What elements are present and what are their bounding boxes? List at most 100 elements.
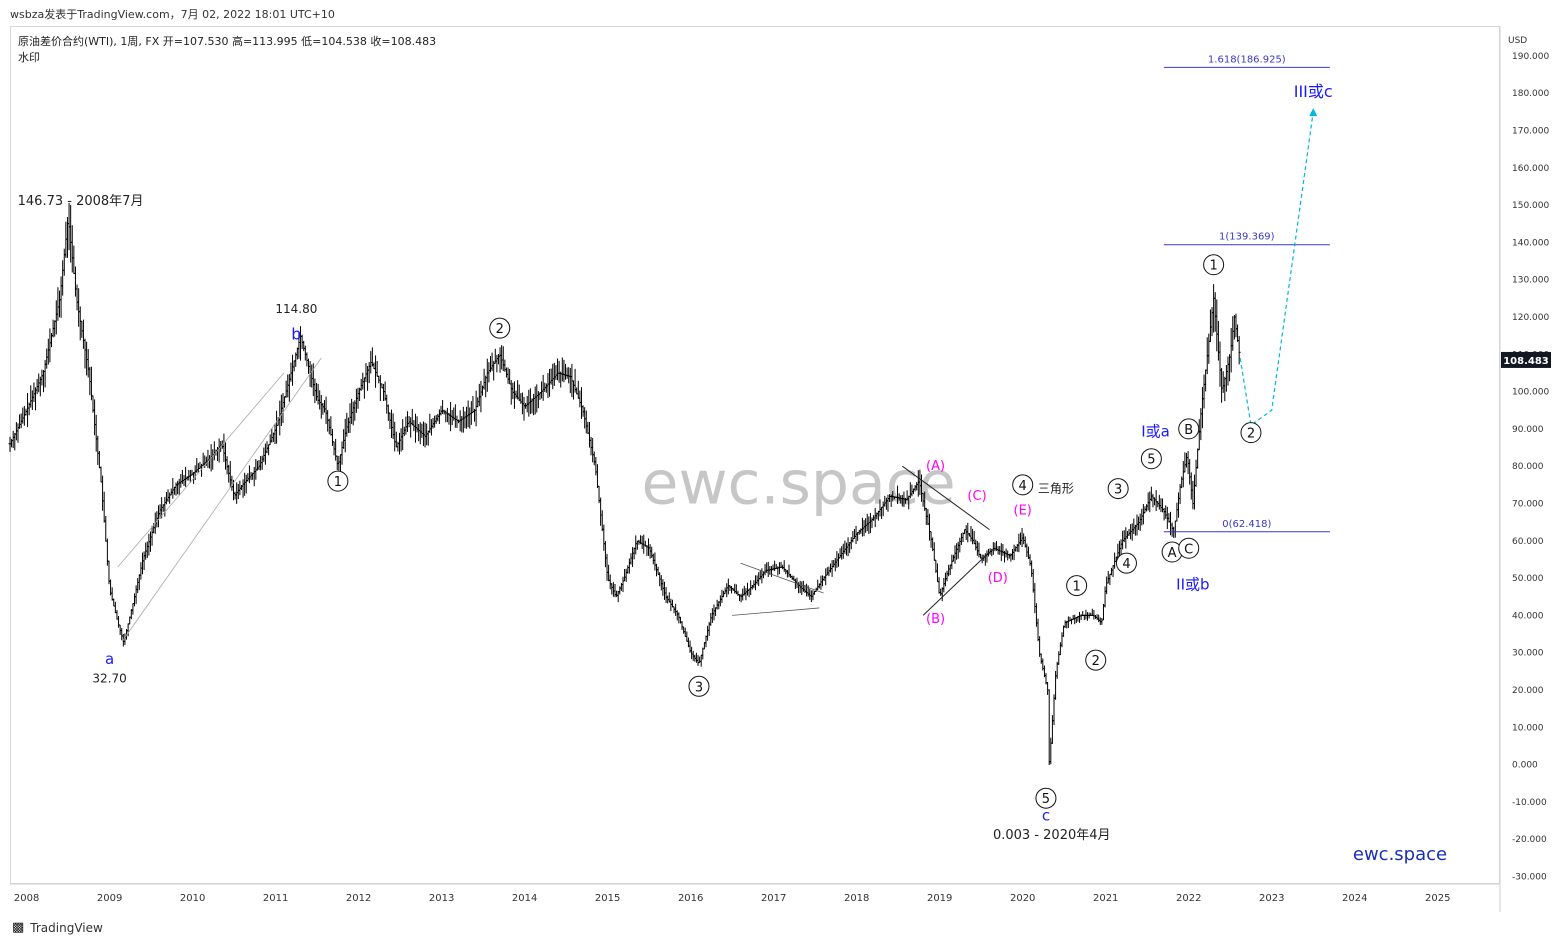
y-tick-label: 0.000 xyxy=(1512,761,1538,771)
wave-label-number: B xyxy=(1184,423,1193,438)
y-tick-label: -30.000 xyxy=(1512,873,1547,883)
wave-label-number: 1 xyxy=(1209,259,1217,274)
footer: ▩ TradingView xyxy=(12,920,103,935)
x-tick-label: 2016 xyxy=(678,893,703,904)
projection-arrowhead-icon xyxy=(1309,108,1318,117)
tradingview-logo-icon: ▩ xyxy=(12,920,25,935)
x-tick-label: 2008 xyxy=(14,893,39,904)
wave-label-circle xyxy=(1115,552,1137,574)
wave-label-number: 5 xyxy=(1042,792,1050,807)
channel-lower-line xyxy=(121,357,322,642)
projection-path xyxy=(1239,111,1314,427)
last-price-badge xyxy=(1501,351,1551,368)
wave-label-number: 4 xyxy=(1019,479,1027,494)
wave-label-circle xyxy=(1240,422,1262,444)
wave-label-circle xyxy=(1066,575,1088,597)
wave-label-circle xyxy=(327,470,349,492)
wave-label-number: A xyxy=(1168,546,1177,561)
wave-label-number: C xyxy=(1184,542,1193,557)
abcde-lower-line xyxy=(922,551,990,616)
y-tick-label: 190.000 xyxy=(1512,52,1549,62)
x-tick-label: 2017 xyxy=(761,893,786,904)
x-tick-label: 2019 xyxy=(927,893,952,904)
fib-level-label: 1.618(186.925) xyxy=(1208,54,1286,65)
wave-label-circle xyxy=(1085,649,1107,671)
wave-label-number: 1 xyxy=(334,475,342,490)
triangle-wave-label: (D) xyxy=(988,571,1008,586)
y-tick-label: 60.000 xyxy=(1512,537,1544,547)
publish-info: wsbza发表于TradingView.com，7月 02, 2022 18:0… xyxy=(10,8,335,21)
iii-or-c-label: III或c xyxy=(1294,82,1333,101)
price-axis-unit: USD xyxy=(1508,36,1527,46)
wave-label-circle xyxy=(1178,537,1200,559)
wave-label-circle xyxy=(1107,478,1129,500)
wave-label-number: 3 xyxy=(1114,483,1122,498)
x-tick-label: 2022 xyxy=(1176,893,1201,904)
triangle-lower-line xyxy=(732,607,820,616)
y-tick-label: 50.000 xyxy=(1512,574,1544,584)
ii-or-b-label: II或b xyxy=(1176,575,1209,593)
wave-label-number: 1 xyxy=(1073,580,1081,595)
wave-label-number: 5 xyxy=(1147,453,1155,468)
channel-upper-line xyxy=(117,372,285,568)
symbol-line: 原油差价合约(WTI), 1周, FX 开=107.530 高=113.995 … xyxy=(18,35,437,48)
y-tick-label: 180.000 xyxy=(1512,89,1549,99)
x-tick-label: 2015 xyxy=(595,893,620,904)
y-tick-label: 10.000 xyxy=(1512,723,1544,733)
wave-label-circle xyxy=(1140,448,1162,470)
wave-label-number: 3 xyxy=(695,680,703,695)
triangle-upper-line xyxy=(740,562,824,594)
x-tick-label: 2013 xyxy=(429,893,454,904)
y-tick-label: 150.000 xyxy=(1512,201,1549,211)
watermark-label: 水印 xyxy=(18,51,40,64)
triangle-wave-label: (C) xyxy=(967,489,986,504)
triangle-label: 三角形 xyxy=(1038,481,1074,495)
footer-brand: TradingView xyxy=(30,920,103,935)
i-or-a-label: I或a xyxy=(1141,422,1170,440)
y-tick-label: 120.000 xyxy=(1512,313,1549,323)
x-tick-label: 2011 xyxy=(263,893,288,904)
x-tick-label: 2009 xyxy=(97,893,122,904)
wave-label-circle xyxy=(688,675,710,697)
y-tick-label: 170.000 xyxy=(1512,126,1549,136)
x-tick-label: 2012 xyxy=(346,893,371,904)
y-tick-label: -10.000 xyxy=(1512,798,1547,808)
b-price-label: 114.80 xyxy=(275,302,317,316)
fib-level-label: 0(62.418) xyxy=(1222,519,1271,530)
wave-label-number: 4 xyxy=(1122,557,1130,572)
x-tick-label: 2021 xyxy=(1093,893,1118,904)
high-label: 146.73 - 2008年7月 xyxy=(18,194,144,209)
y-tick-label: 30.000 xyxy=(1512,649,1544,659)
low-label: 32.70 xyxy=(92,672,126,686)
y-tick-label: 20.000 xyxy=(1512,686,1544,696)
y-tick-label: 160.000 xyxy=(1512,164,1549,174)
wave-a-label: a xyxy=(105,650,114,668)
wave-label-number: 2 xyxy=(1247,427,1255,442)
wave-label-circle xyxy=(1203,254,1225,276)
wave-label-circle xyxy=(1012,474,1034,496)
wave-c-label: c xyxy=(1042,807,1050,825)
c-low-label: 0.003 - 2020年4月 xyxy=(993,828,1111,843)
x-tick-label: 2014 xyxy=(512,893,537,904)
x-tick-label: 2025 xyxy=(1425,893,1450,904)
y-tick-label: -20.000 xyxy=(1512,835,1547,845)
abcde-upper-line xyxy=(902,465,990,531)
x-tick-label: 2024 xyxy=(1342,893,1367,904)
triangle-wave-label: (A) xyxy=(926,459,945,474)
y-tick-label: 130.000 xyxy=(1512,276,1549,286)
wave-b-label: b xyxy=(291,324,301,343)
y-tick-label: 90.000 xyxy=(1512,425,1544,435)
x-tick-label: 2010 xyxy=(180,893,205,904)
brand-mark-text: ewc.space xyxy=(1353,844,1447,865)
y-tick-label: 40.000 xyxy=(1512,611,1544,621)
wave-label-circle xyxy=(1035,787,1057,809)
wave-label-number: 2 xyxy=(1092,654,1100,669)
y-tick-label: 80.000 xyxy=(1512,462,1544,472)
wave-label-number: 2 xyxy=(496,322,504,337)
y-tick-label: 140.000 xyxy=(1512,238,1549,248)
wave-label-circle xyxy=(489,317,511,339)
triangle-wave-label: (B) xyxy=(926,612,945,627)
fib-level-label: 1(139.369) xyxy=(1219,232,1275,243)
x-tick-label: 2023 xyxy=(1259,893,1284,904)
